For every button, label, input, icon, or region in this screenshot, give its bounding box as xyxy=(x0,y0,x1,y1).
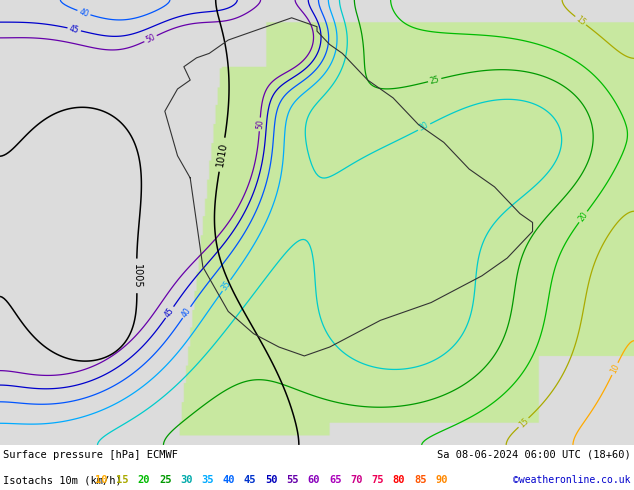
Text: 40: 40 xyxy=(223,475,235,485)
Text: 40: 40 xyxy=(78,7,90,19)
Text: 50: 50 xyxy=(144,32,157,45)
Text: 15: 15 xyxy=(517,416,530,429)
Text: 80: 80 xyxy=(392,475,405,485)
Text: 25: 25 xyxy=(159,475,171,485)
Text: 15: 15 xyxy=(117,475,129,485)
Text: 25: 25 xyxy=(429,74,441,86)
Text: 20: 20 xyxy=(138,475,150,485)
Text: 15: 15 xyxy=(574,14,587,27)
Text: 45: 45 xyxy=(244,475,256,485)
Text: 65: 65 xyxy=(329,475,342,485)
Text: 30: 30 xyxy=(418,121,430,133)
Text: 10: 10 xyxy=(609,363,621,375)
Text: 10: 10 xyxy=(95,475,108,485)
Text: 60: 60 xyxy=(307,475,320,485)
Text: 40: 40 xyxy=(180,306,193,319)
Text: 1005: 1005 xyxy=(132,264,142,288)
Text: Surface pressure [hPa] ECMWF: Surface pressure [hPa] ECMWF xyxy=(3,450,178,460)
Text: 1010: 1010 xyxy=(215,142,229,168)
Text: 20: 20 xyxy=(577,210,590,223)
Text: 50: 50 xyxy=(255,119,264,129)
Text: 90: 90 xyxy=(435,475,448,485)
Text: 50: 50 xyxy=(265,475,278,485)
Text: 35: 35 xyxy=(202,475,214,485)
Text: 75: 75 xyxy=(372,475,384,485)
Text: 70: 70 xyxy=(350,475,363,485)
Text: 45: 45 xyxy=(163,306,176,319)
Text: 35: 35 xyxy=(220,279,233,292)
Text: Isotachs 10m (km/h): Isotachs 10m (km/h) xyxy=(3,475,122,485)
Text: ©weatheronline.co.uk: ©weatheronline.co.uk xyxy=(514,475,631,485)
Text: Sa 08-06-2024 06:00 UTC (18+60): Sa 08-06-2024 06:00 UTC (18+60) xyxy=(437,450,631,460)
Text: 45: 45 xyxy=(68,24,80,35)
Text: 30: 30 xyxy=(180,475,193,485)
Text: 55: 55 xyxy=(287,475,299,485)
Text: 85: 85 xyxy=(414,475,427,485)
